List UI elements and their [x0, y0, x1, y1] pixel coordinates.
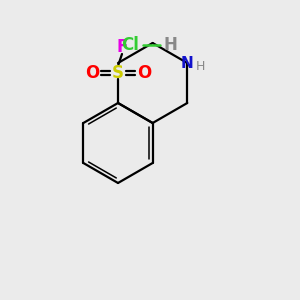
Text: N: N: [181, 56, 194, 70]
Text: H: H: [196, 59, 205, 73]
Text: H: H: [163, 36, 177, 54]
Text: F: F: [116, 38, 128, 56]
Text: O: O: [85, 64, 99, 82]
Text: S: S: [112, 64, 124, 82]
Text: O: O: [137, 64, 151, 82]
Text: Cl: Cl: [121, 36, 139, 54]
